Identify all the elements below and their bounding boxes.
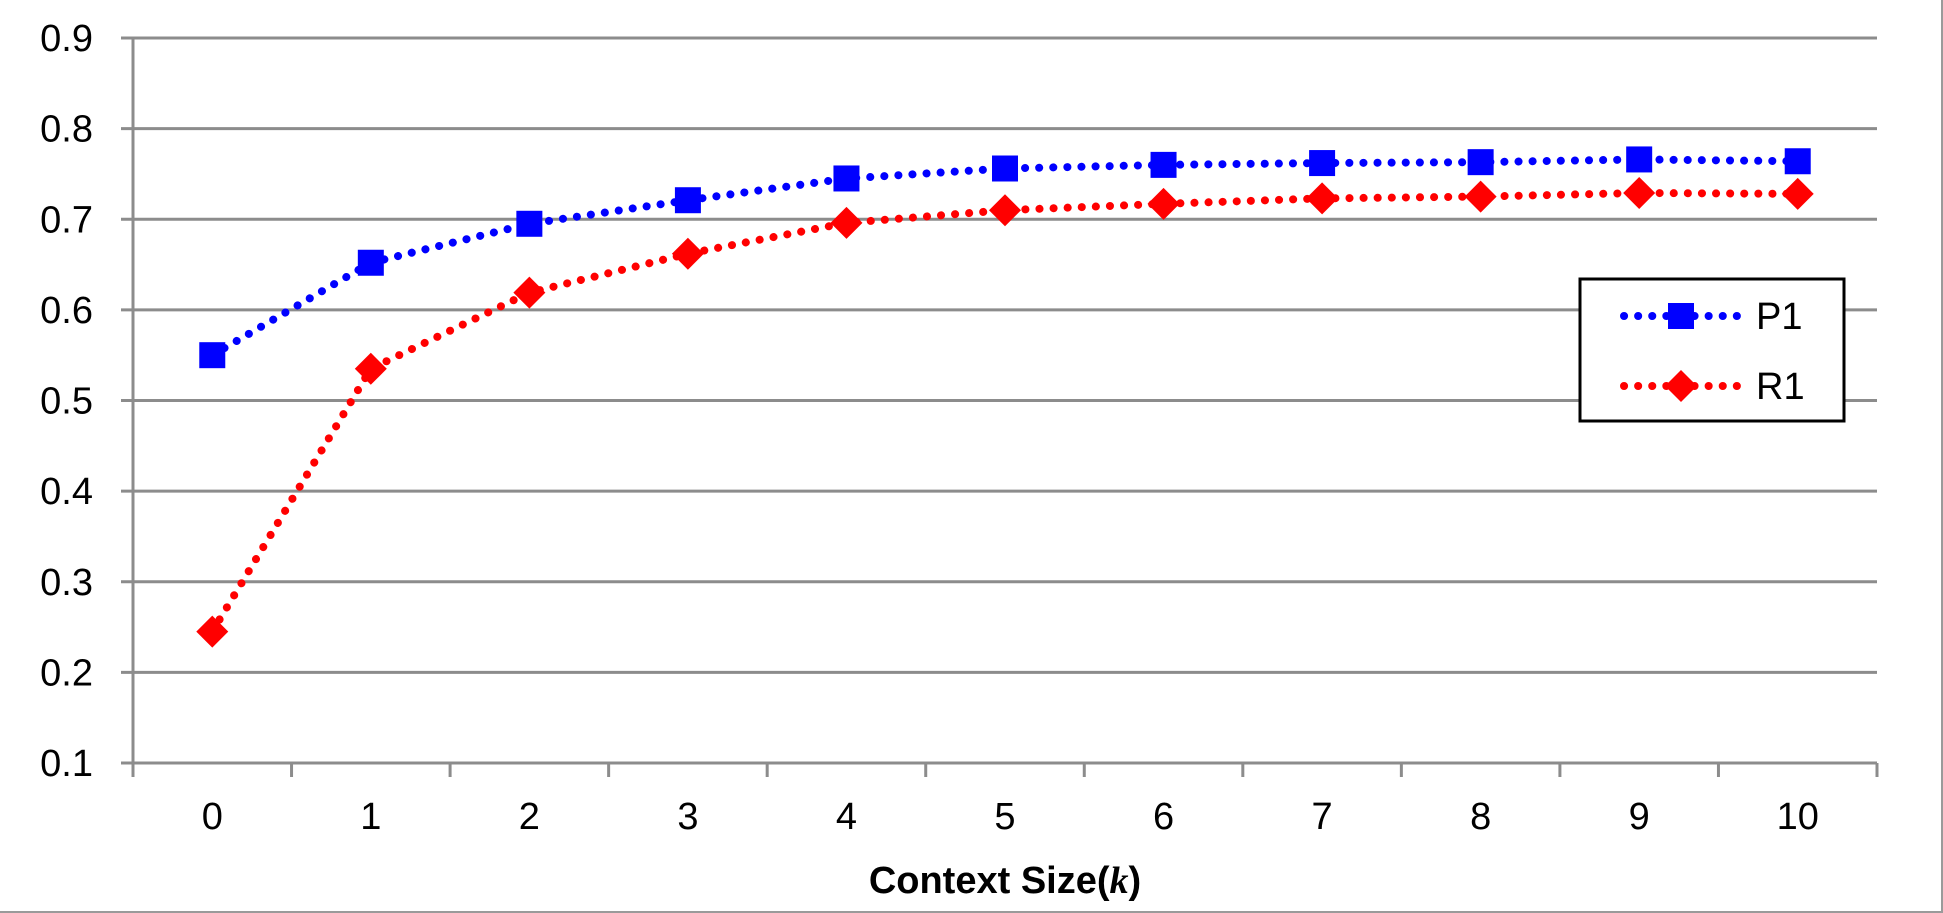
data-point-p1 xyxy=(1784,148,1811,175)
data-point-r1 xyxy=(989,194,1021,227)
data-point-p1 xyxy=(833,165,860,192)
x-axis-title: Context Size(k) xyxy=(869,860,1141,902)
legend-label-r1: R1 xyxy=(1756,366,1805,408)
axes: 0.1 0.2 0.3 0.4 0.5 0.6 0.7 0.8 0.9 0 1 2 3 4 5 6 7 8 9 10 xyxy=(40,18,1879,838)
data-point-r1 xyxy=(196,615,229,648)
data-point-r1 xyxy=(830,206,863,239)
data-point-p1 xyxy=(357,249,384,276)
data-point-r1 xyxy=(513,276,546,309)
y-tick-label: 0.6 xyxy=(40,290,93,332)
series-line-p1 xyxy=(208,155,1802,360)
series-p1 xyxy=(199,146,1811,369)
x-tick-label: 6 xyxy=(1153,796,1174,838)
x-tick-label: 9 xyxy=(1629,796,1650,838)
y-tick-label: 0.2 xyxy=(40,652,93,694)
data-point-p1 xyxy=(516,210,543,237)
x-tick-label: 2 xyxy=(519,796,540,838)
data-point-p1 xyxy=(1467,149,1494,176)
x-axis-title-prefix: Context Size( xyxy=(869,860,1110,902)
data-point-r1 xyxy=(1623,176,1656,209)
x-axis-title-suffix: ) xyxy=(1129,860,1142,902)
data-point-r1 xyxy=(354,352,387,385)
data-point-r1 xyxy=(1147,187,1180,220)
legend-marker-r1 xyxy=(1665,370,1697,402)
y-tick-label: 0.9 xyxy=(40,18,93,60)
data-point-p1 xyxy=(1150,151,1177,178)
y-tick-label: 0.4 xyxy=(40,471,93,513)
y-tick-label: 0.8 xyxy=(40,109,93,151)
y-tick-label: 0.3 xyxy=(40,562,93,604)
x-tick-label: 3 xyxy=(677,796,698,838)
data-point-p1 xyxy=(1309,150,1336,177)
legend-label-p1: P1 xyxy=(1756,296,1802,338)
data-point-p1 xyxy=(199,342,226,369)
x-tick-label: 10 xyxy=(1777,796,1819,838)
gridlines xyxy=(121,36,1877,765)
y-tick-label: 0.5 xyxy=(40,381,93,423)
data-point-r1 xyxy=(671,237,704,270)
x-tick-label: 4 xyxy=(836,796,857,838)
data-point-r1 xyxy=(1306,182,1339,215)
x-tick-label: 1 xyxy=(360,796,381,838)
x-tick-label: 0 xyxy=(202,796,223,838)
y-tick-label: 0.7 xyxy=(40,199,93,241)
x-tick-label: 5 xyxy=(994,796,1015,838)
series-line-r1 xyxy=(208,188,1802,636)
x-axis-title-variable: k xyxy=(1110,860,1129,902)
y-tick-label: 0.1 xyxy=(40,743,93,785)
legend: P1 R1 xyxy=(1578,277,1846,423)
data-point-p1 xyxy=(1626,146,1653,173)
data-point-p1 xyxy=(992,155,1018,182)
data-point-r1 xyxy=(1781,177,1814,210)
legend-box xyxy=(1578,277,1846,423)
data-point-r1 xyxy=(1464,180,1497,213)
series-r1 xyxy=(196,176,1814,648)
x-tick-label: 7 xyxy=(1312,796,1333,838)
data-point-p1 xyxy=(674,187,701,214)
legend-marker-p1 xyxy=(1668,303,1694,329)
x-tick-label: 8 xyxy=(1470,796,1491,838)
series-group xyxy=(196,146,1814,648)
